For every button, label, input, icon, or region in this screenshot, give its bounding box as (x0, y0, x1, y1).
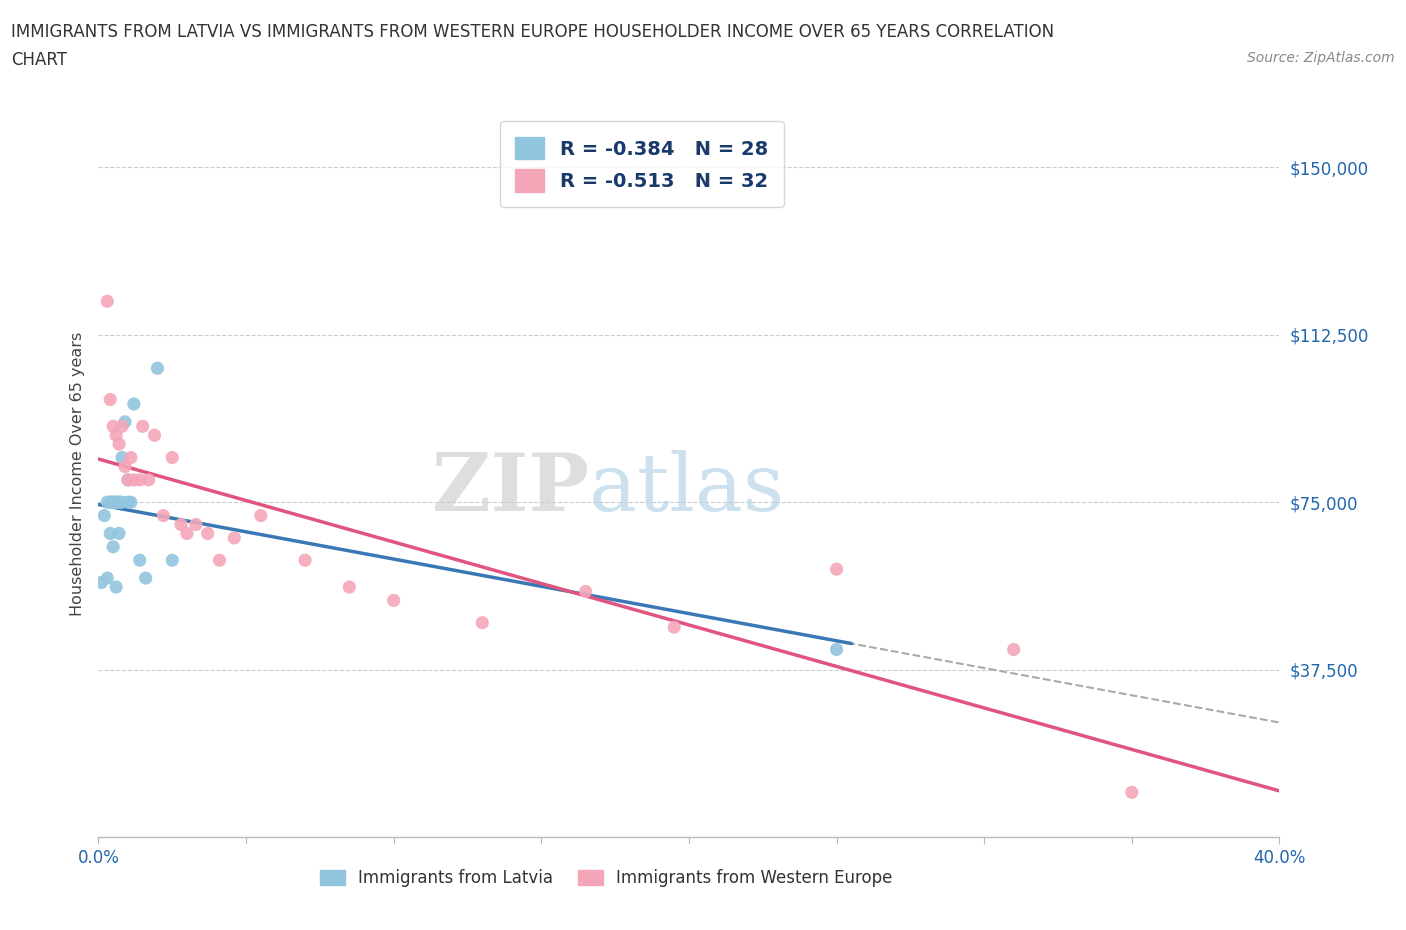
Point (176, 526, 198, 541)
Point (111, 450, 134, 465)
Point (122, 396, 145, 411)
Point (120, 450, 142, 465)
Point (197, 526, 219, 541)
Point (122, 472, 145, 487)
Point (108, 495, 131, 510)
Point (93, 508, 115, 523)
Point (114, 415, 136, 430)
Text: IMMIGRANTS FROM LATVIA VS IMMIGRANTS FROM WESTERN EUROPE HOUSEHOLDER INCOME OVER: IMMIGRANTS FROM LATVIA VS IMMIGRANTS FRO… (11, 23, 1054, 41)
Point (128, 552, 150, 567)
Point (135, 571, 157, 586)
Point (108, 526, 131, 541)
Point (96, 294, 118, 309)
Point (1121, 785, 1143, 800)
Point (120, 495, 142, 510)
Point (162, 450, 183, 465)
Point (105, 428, 128, 443)
Point (117, 472, 139, 487)
Point (1002, 642, 1025, 657)
Point (108, 437, 131, 452)
Point (105, 495, 128, 510)
Point (98, 495, 121, 510)
Point (90, 575, 112, 590)
Point (111, 495, 134, 510)
Point (96, 495, 118, 510)
Point (117, 472, 139, 487)
Point (98, 526, 121, 541)
Point (143, 428, 166, 443)
Point (103, 539, 125, 554)
Point (825, 642, 848, 657)
Point (162, 552, 183, 567)
Point (103, 495, 125, 510)
Point (114, 459, 136, 474)
Point (170, 517, 193, 532)
Legend: Immigrants from Latvia, Immigrants from Western Europe: Immigrants from Latvia, Immigrants from … (314, 863, 900, 894)
Point (184, 517, 207, 532)
Point (250, 508, 273, 523)
Point (382, 593, 405, 608)
Point (208, 552, 231, 567)
Point (103, 495, 125, 510)
Point (146, 361, 169, 376)
Point (98, 495, 121, 510)
Point (138, 472, 160, 487)
Point (471, 616, 494, 631)
Point (98, 392, 121, 407)
Point (117, 495, 139, 510)
Text: ZIP: ZIP (432, 450, 589, 528)
Point (664, 619, 686, 634)
Point (108, 495, 131, 510)
Point (575, 584, 598, 599)
Point (96, 571, 118, 586)
Text: atlas: atlas (589, 450, 783, 528)
Point (294, 552, 316, 567)
Text: CHART: CHART (11, 51, 67, 69)
Point (105, 495, 128, 510)
Y-axis label: Householder Income Over 65 years: Householder Income Over 65 years (69, 332, 84, 617)
Point (103, 418, 125, 433)
Point (224, 530, 246, 545)
Point (128, 472, 150, 487)
Point (825, 562, 848, 577)
Point (105, 579, 128, 594)
Text: Source: ZipAtlas.com: Source: ZipAtlas.com (1247, 51, 1395, 65)
Point (152, 508, 174, 523)
Point (339, 579, 361, 594)
Point (111, 418, 134, 433)
Point (132, 418, 155, 433)
